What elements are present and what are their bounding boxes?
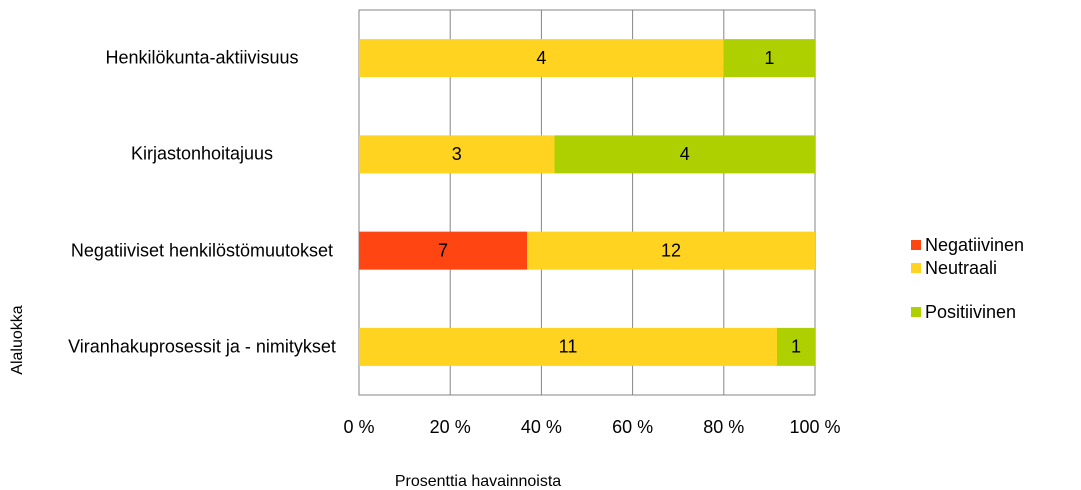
bar-segment bbox=[777, 327, 815, 366]
legend-label: Positiivinen bbox=[925, 302, 1016, 322]
bar-segment bbox=[723, 39, 815, 78]
legend-swatch bbox=[911, 263, 921, 273]
y-tick-label: Viranhakuprosessit ja - nimitykset bbox=[68, 336, 336, 357]
y-tick-label: Henkilökunta-aktiivisuus bbox=[105, 47, 299, 68]
x-tick-label: 40 % bbox=[521, 417, 562, 437]
x-tick-label: 60 % bbox=[612, 417, 653, 437]
y-axis-title: Alaluokka bbox=[9, 305, 26, 374]
bar-segment bbox=[359, 135, 555, 174]
bar-segment bbox=[359, 327, 777, 366]
data-label: 3 bbox=[452, 144, 462, 164]
legend-swatch bbox=[911, 307, 921, 317]
legend-swatch bbox=[911, 240, 921, 250]
data-label: 11 bbox=[559, 337, 578, 357]
data-label: 4 bbox=[536, 48, 546, 68]
bar-segment bbox=[554, 135, 815, 174]
x-axis-title: Prosenttia havainnoista bbox=[395, 473, 561, 490]
x-tick-label: 100 % bbox=[789, 417, 840, 437]
plot-border bbox=[358, 9, 816, 396]
data-label: 1 bbox=[764, 48, 774, 68]
x-tick-label: 20 % bbox=[430, 417, 471, 437]
data-label: 4 bbox=[680, 144, 690, 164]
y-tick-label: Kirjastonhoitajuus bbox=[130, 143, 274, 164]
x-tick-label: 0 % bbox=[343, 417, 374, 437]
bar-segment bbox=[359, 39, 724, 78]
bar-segment bbox=[527, 231, 815, 270]
data-label: 1 bbox=[791, 337, 801, 357]
x-tick-label: 80 % bbox=[703, 417, 744, 437]
data-label: 7 bbox=[438, 240, 448, 260]
data-label: 12 bbox=[661, 240, 681, 260]
bar-segment bbox=[359, 231, 527, 270]
legend-label: Neutraali bbox=[925, 258, 997, 278]
legend-label: Negatiivinen bbox=[925, 235, 1024, 255]
y-tick-label: Negatiiviset henkilöstömuutokset bbox=[70, 240, 334, 261]
